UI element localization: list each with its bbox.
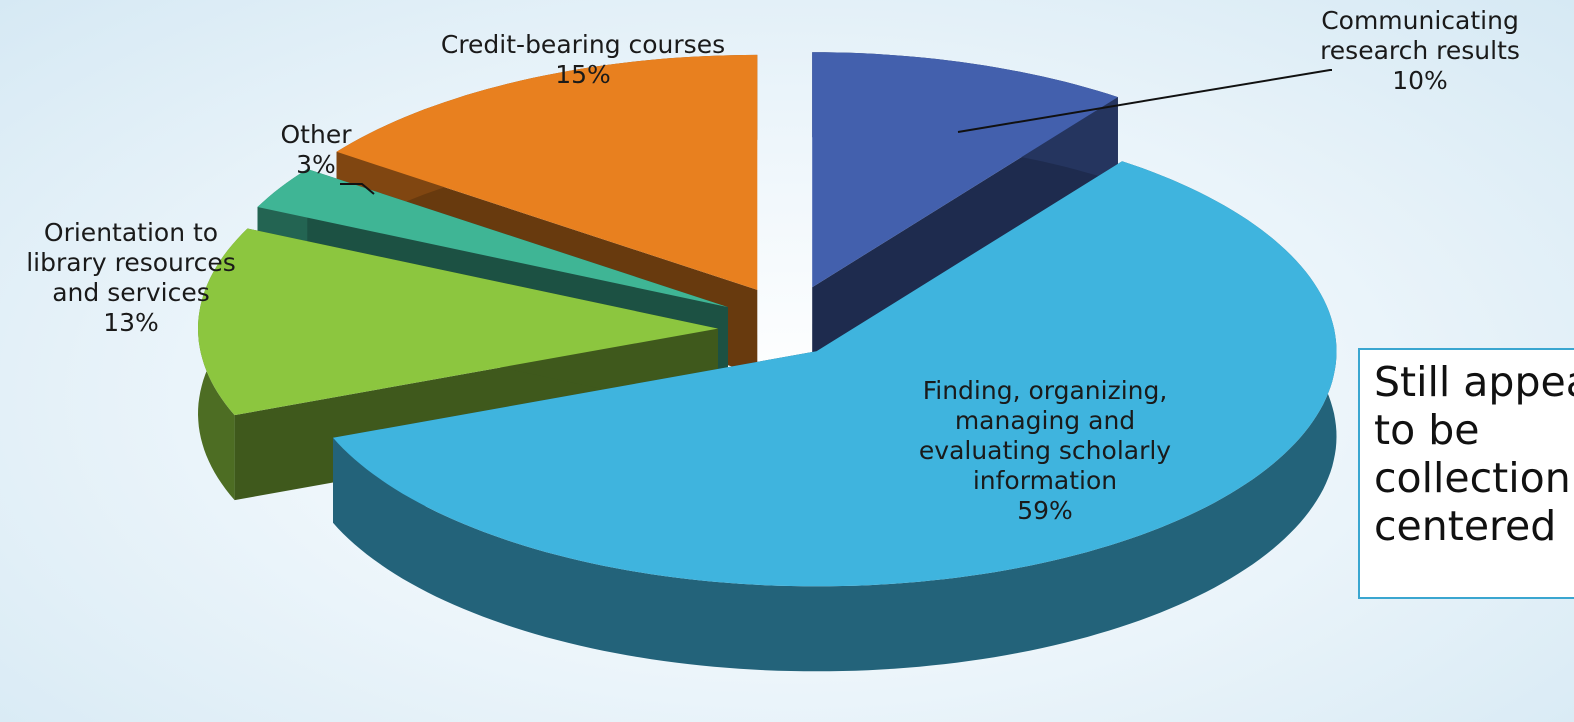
value-label: 10% (1392, 66, 1448, 95)
category-label: Other (280, 120, 352, 149)
value-label: 13% (103, 308, 159, 337)
slice (333, 161, 1337, 587)
slice (198, 228, 718, 416)
value-label: 3% (296, 150, 336, 179)
slice (257, 169, 728, 308)
slice (812, 52, 1118, 288)
slice-label: Credit-bearing courses 15% (403, 30, 763, 90)
slice-side (812, 97, 1118, 373)
slice-label: Other 3% (266, 120, 366, 180)
slice-label: Communicating research results 10% (1320, 6, 1520, 96)
slice (336, 54, 758, 290)
slice-label: Finding, organizing, managing and evalua… (885, 376, 1205, 526)
category-label: Communicating research results (1320, 6, 1520, 65)
category-label: Credit-bearing courses (440, 30, 726, 59)
value-label: 15% (555, 60, 611, 89)
category-label: Orientation to library resources and ser… (26, 218, 236, 307)
leader-line (340, 183, 375, 195)
leader-line (957, 69, 1332, 133)
annotation-box: Still appears to be collection centered (1358, 348, 1574, 599)
slice-label: Orientation to library resources and ser… (0, 218, 262, 338)
category-label: Finding, organizing, managing and evalua… (918, 376, 1172, 495)
value-label: 59% (1017, 496, 1073, 525)
